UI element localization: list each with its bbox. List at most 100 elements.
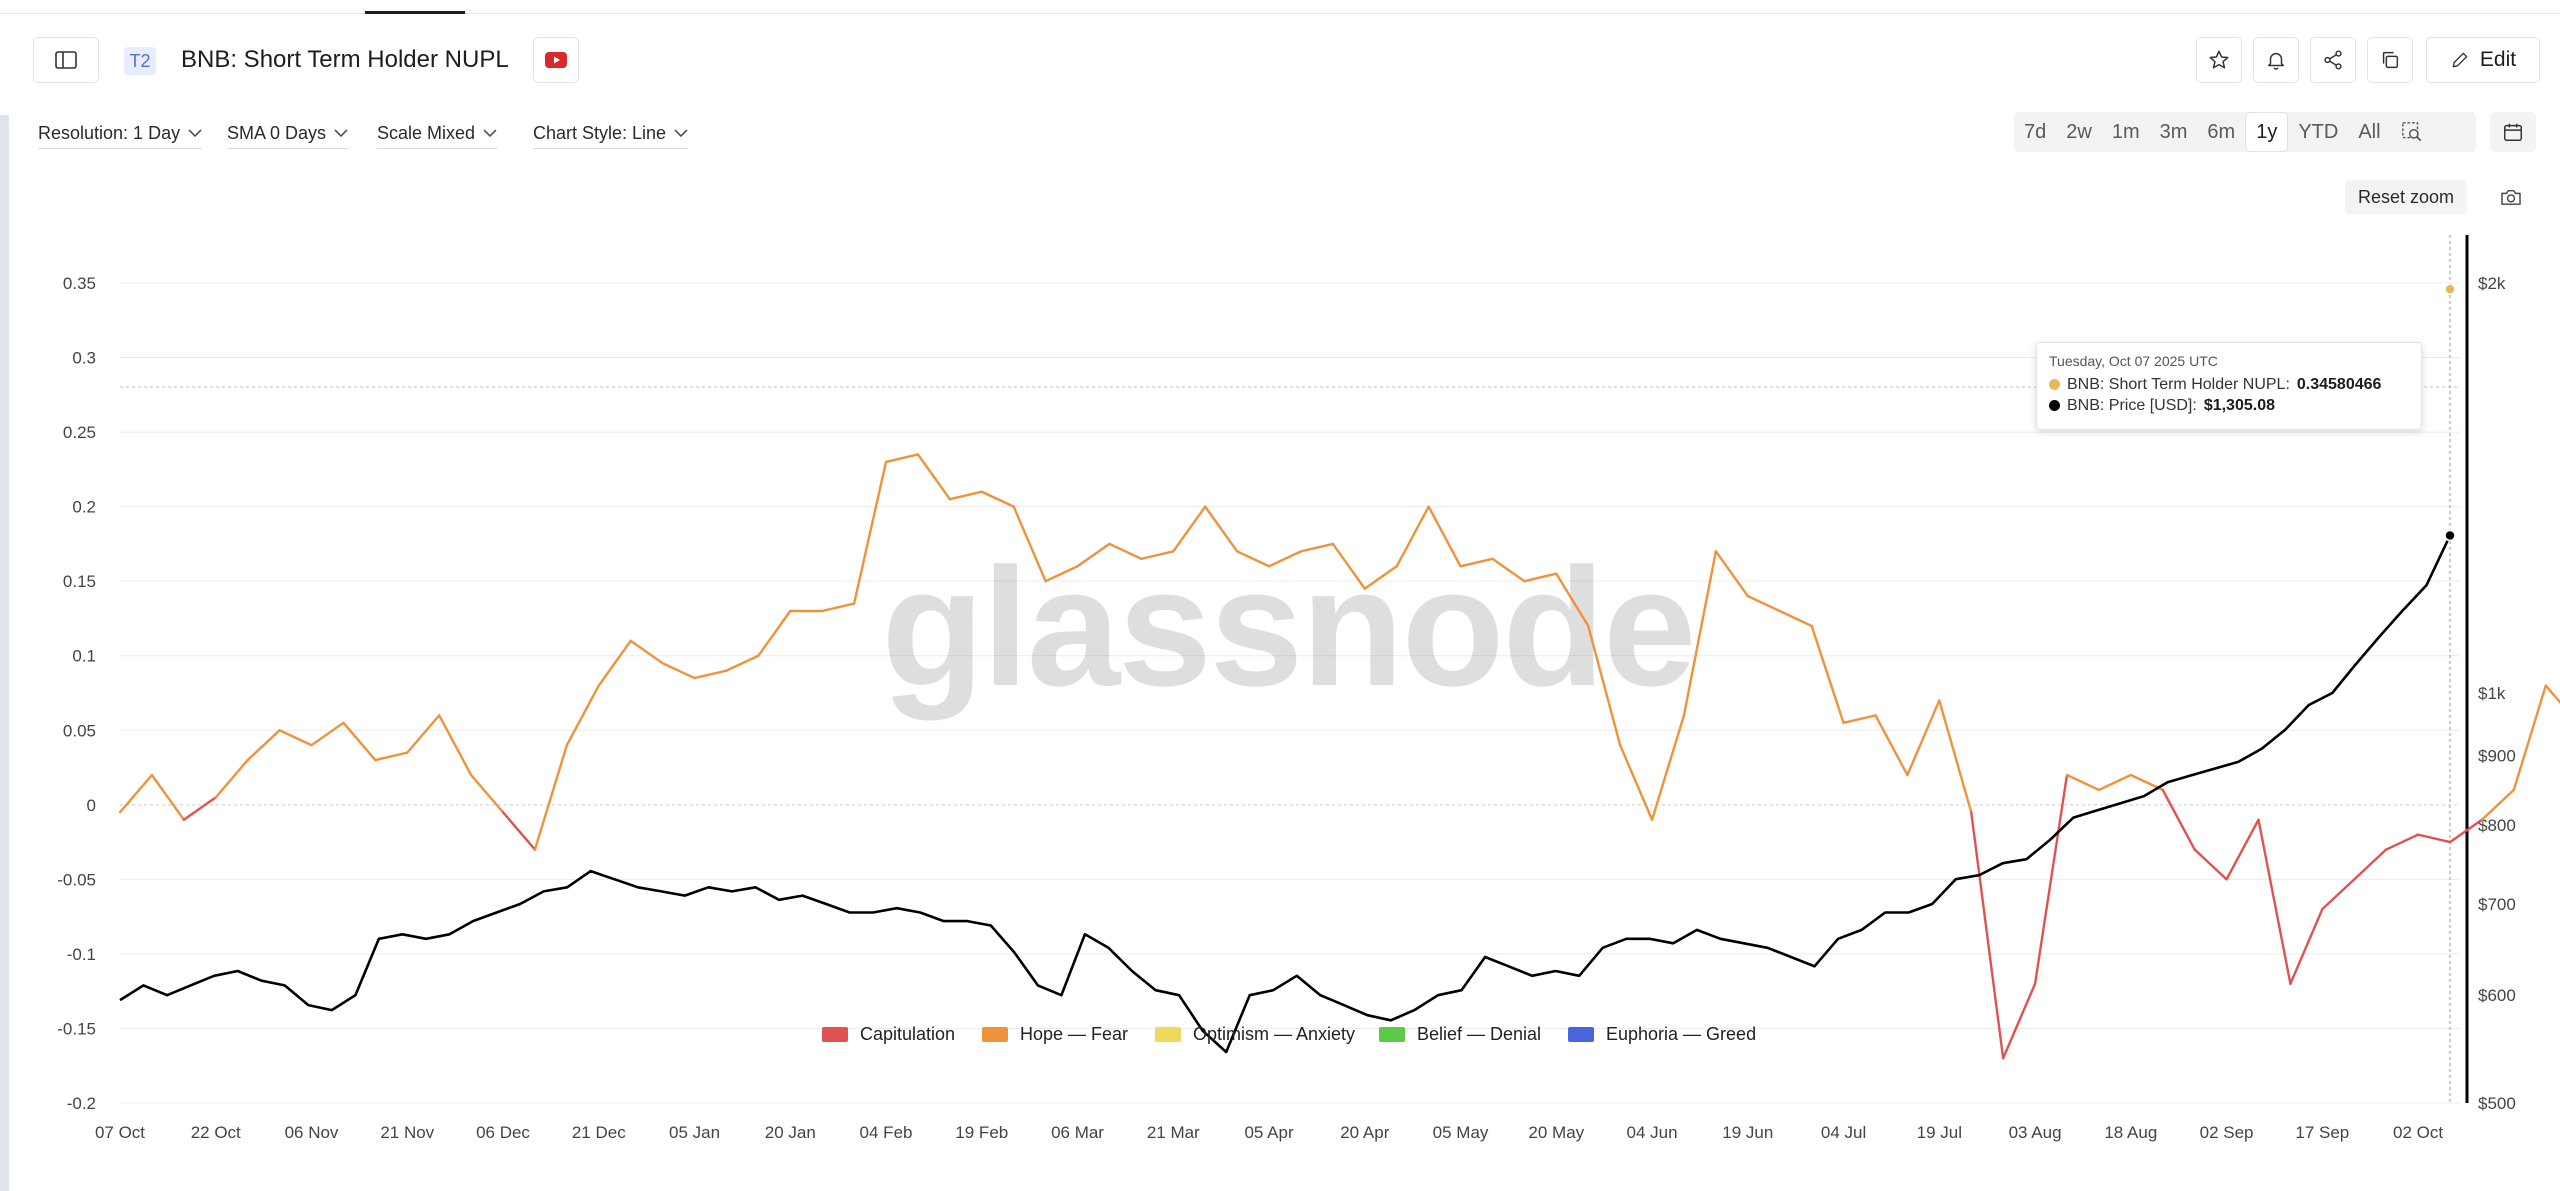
price-series xyxy=(119,534,2452,1054)
nupl-segment xyxy=(278,729,313,747)
x-tick-label: 17 Sep xyxy=(2295,1123,2349,1142)
nupl-segment xyxy=(2097,773,2133,792)
favorite-button[interactable] xyxy=(2196,37,2242,83)
legend-swatch xyxy=(822,1027,848,1042)
alert-button[interactable] xyxy=(2253,37,2299,83)
tier-badge: T2 xyxy=(124,47,156,75)
nupl-segment xyxy=(2193,848,2228,881)
top-divider xyxy=(0,13,2560,14)
nupl-segment xyxy=(1299,542,1335,553)
right-axis: $2k $1k $900 $800 $700 $600 $500 xyxy=(2465,235,2516,1113)
legend-label[interactable]: Belief — Denial xyxy=(1417,1024,1541,1044)
legend-swatch xyxy=(1155,1027,1181,1042)
active-tab-indicator xyxy=(365,11,465,14)
bell-icon xyxy=(2267,52,2285,70)
sma-dropdown[interactable]: SMA 0 Days xyxy=(227,118,349,149)
tooltip-price-row: BNB: Price [USD]: $1,305.08 xyxy=(2049,395,2409,416)
sidebar-toggle-button[interactable] xyxy=(33,37,99,83)
watermark: glassnode xyxy=(882,533,1695,721)
tooltip-nupl-row: BNB: Short Term Holder NUPL: 0.34580466 xyxy=(2049,374,2409,395)
resolution-label: Resolution: 1 Day xyxy=(38,122,181,143)
calendar-icon xyxy=(2504,123,2522,141)
nupl-segment xyxy=(182,796,217,821)
zoom-range-icon xyxy=(2401,122,2421,142)
nupl-segment xyxy=(2257,818,2292,985)
share-button[interactable] xyxy=(2310,37,2356,83)
x-tick-label: 05 Jan xyxy=(669,1123,720,1142)
range-7d[interactable]: 7d xyxy=(2024,120,2047,143)
x-tick-label: 20 Jan xyxy=(765,1123,816,1142)
range-6m[interactable]: 6m xyxy=(2207,120,2236,143)
nupl-segment xyxy=(2353,848,2388,881)
x-tick-label: 21 Mar xyxy=(1147,1123,1200,1142)
nupl-segment xyxy=(1746,594,1781,613)
pencil-icon xyxy=(2452,52,2468,68)
youtube-button[interactable] xyxy=(533,37,579,83)
chart-legend: Capitulation Hope — Fear Optimism — Anxiet… xyxy=(822,1024,1756,1044)
nupl-segment xyxy=(1267,550,1303,568)
left-tick-label: 0.05 xyxy=(63,721,96,740)
left-tick-label: 0.2 xyxy=(72,498,96,517)
legend-label[interactable]: Optimism — Anxiety xyxy=(1193,1024,1355,1044)
reset-zoom-button[interactable]: Reset zoom xyxy=(2345,180,2467,214)
tooltip-price-value: $1,305.08 xyxy=(2203,396,2275,414)
nupl-series xyxy=(118,453,2560,1060)
left-tick-label: -0.1 xyxy=(67,945,96,964)
range-1y[interactable]: 1y xyxy=(2245,112,2289,152)
tooltip-date: Tuesday, Oct 07 2025 UTC xyxy=(2049,353,2218,369)
youtube-icon xyxy=(545,52,567,68)
nupl-chart[interactable]: glassnode 0.35 0.3 0.25 0.2 0.15 0.1 0.05 0 -0.0… xyxy=(0,215,2560,1165)
calendar-button[interactable] xyxy=(2490,112,2536,152)
nupl-segment xyxy=(1012,505,1047,583)
price-line xyxy=(119,534,2452,1054)
left-tick-label: 0.25 xyxy=(63,423,96,442)
nupl-segment xyxy=(342,721,377,762)
right-tick-label: $500 xyxy=(2478,1094,2516,1113)
nupl-segment xyxy=(1172,505,1207,553)
nupl-segment xyxy=(150,773,186,821)
nupl-segment xyxy=(214,758,249,799)
scale-dropdown[interactable]: Scale Mixed xyxy=(377,118,498,149)
tooltip-nupl-dot xyxy=(2049,379,2060,390)
chart-style-dropdown[interactable]: Chart Style: Line xyxy=(533,118,689,149)
legend-label[interactable]: Capitulation xyxy=(860,1024,955,1044)
nupl-segment xyxy=(2480,788,2516,821)
screenshot-button[interactable] xyxy=(2495,182,2527,212)
zoom-range-button[interactable] xyxy=(2391,112,2433,152)
x-tick-label: 18 Aug xyxy=(2104,1123,2157,1142)
range-1m[interactable]: 1m xyxy=(2111,120,2140,143)
nupl-segment xyxy=(406,714,441,754)
nupl-segment xyxy=(2384,833,2420,851)
left-tick-label: 0 xyxy=(87,796,96,815)
nupl-segment xyxy=(1555,572,1590,628)
x-tick-label: 06 Mar xyxy=(1051,1123,1104,1142)
x-tick-label: 05 Apr xyxy=(1244,1123,1293,1142)
nupl-segment xyxy=(820,602,856,613)
chart-header: T2 BNB: Short Term Holder NUPL xyxy=(0,30,2560,92)
nupl-segment xyxy=(661,661,696,680)
range-2w[interactable]: 2w xyxy=(2066,120,2092,143)
resolution-dropdown[interactable]: Resolution: 1 Day xyxy=(38,118,203,149)
nupl-segment xyxy=(501,811,537,851)
x-tick-label: 22 Oct xyxy=(191,1123,241,1142)
range-3m[interactable]: 3m xyxy=(2159,120,2188,143)
duplicate-button[interactable] xyxy=(2367,37,2413,83)
sidebar-icon xyxy=(55,51,77,69)
nupl-segment xyxy=(565,684,600,747)
right-tick-label: $700 xyxy=(2478,895,2516,914)
nupl-segment xyxy=(2033,773,2069,985)
nupl-segment xyxy=(1204,505,1239,553)
edit-button[interactable]: Edit xyxy=(2426,37,2540,83)
left-tick-label: -0.15 xyxy=(57,1019,96,1038)
legend-label[interactable]: Euphoria — Greed xyxy=(1606,1024,1756,1044)
range-all[interactable]: All xyxy=(2358,120,2381,143)
left-tick-label: -0.05 xyxy=(57,870,96,889)
legend-swatch xyxy=(1379,1027,1405,1042)
nupl-segment xyxy=(2448,818,2484,844)
nupl-segment xyxy=(1235,550,1271,568)
x-tick-label: 20 Apr xyxy=(1340,1123,1389,1142)
nupl-segment xyxy=(2065,773,2101,792)
range-ytd[interactable]: YTD xyxy=(2298,120,2339,143)
nupl-segment xyxy=(437,714,473,777)
legend-label[interactable]: Hope — Fear xyxy=(1020,1024,1128,1044)
